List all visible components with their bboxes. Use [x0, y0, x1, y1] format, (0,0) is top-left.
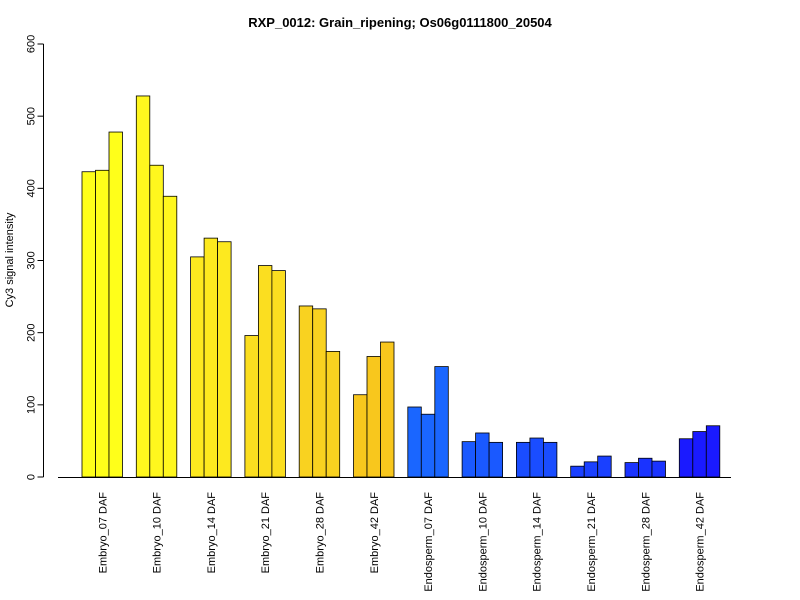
y-axis: 0 100 200 300 400 500 600: [26, 35, 44, 480]
x-tick-label: Embryo_10 DAF: [152, 492, 164, 574]
category-labels: Embryo_07 DAF Embryo_10 DAF Embryo_14 DAF E…: [97, 492, 706, 592]
bar: [108, 131, 123, 478]
bar: [95, 169, 110, 478]
bar: [583, 461, 599, 478]
bar: [271, 270, 286, 478]
bar: [434, 366, 449, 478]
x-tick-label: Endosperm_14 DAF: [532, 492, 544, 592]
bar: [516, 441, 531, 478]
bar: [380, 341, 395, 478]
chart-title: RXP_0012: Grain_ripening; Os06g0111800_2…: [248, 15, 552, 30]
bar: [135, 95, 151, 478]
x-tick-label: Endosperm_42 DAF: [695, 492, 707, 592]
bar: [678, 438, 694, 478]
bar: [162, 195, 178, 478]
bar: [298, 305, 314, 478]
bar: [543, 441, 558, 478]
x-tick-label: Embryo_07 DAF: [97, 492, 109, 574]
x-tick-label: Endosperm_07 DAF: [423, 492, 435, 592]
bar: [217, 241, 232, 478]
bar: [353, 394, 368, 478]
bar: [651, 460, 666, 478]
x-tick-label: Endosperm_21 DAF: [586, 492, 598, 592]
bar: [475, 432, 490, 478]
bar: [312, 308, 327, 478]
y-tick-label: 500: [26, 107, 38, 125]
bar: [81, 171, 96, 478]
bar: [366, 356, 381, 478]
x-tick-label: Embryo_28 DAF: [314, 492, 326, 574]
x-tick-label: Embryo_14 DAF: [206, 492, 218, 574]
bar: [529, 437, 544, 478]
bar: [149, 164, 164, 478]
bar: [420, 413, 436, 478]
bar: [244, 335, 259, 478]
bar: [203, 237, 219, 478]
y-tick-label: 400: [26, 179, 38, 197]
x-tick-label: Embryo_21 DAF: [260, 492, 272, 574]
bars: [81, 95, 721, 478]
bar: [257, 265, 273, 478]
y-tick-label: 200: [26, 323, 38, 341]
bar: [461, 441, 477, 478]
x-tick-label: Endosperm_28 DAF: [640, 492, 652, 592]
y-tick-label: 0: [26, 474, 38, 480]
x-tick-label: Embryo_42 DAF: [369, 492, 381, 574]
bar: [624, 462, 639, 478]
bar: [190, 256, 205, 478]
bar: [705, 425, 721, 478]
bar: [488, 441, 504, 478]
bar: [325, 351, 341, 478]
y-tick-label: 100: [26, 396, 38, 414]
y-tick-label: 300: [26, 251, 38, 269]
bar: [692, 431, 707, 478]
y-tick-label: 600: [26, 35, 38, 53]
x-tick-label: Endosperm_10 DAF: [477, 492, 489, 592]
bar: [570, 465, 585, 478]
bar: [638, 457, 653, 478]
bar: [407, 406, 422, 478]
y-axis-label: Cy3 signal intensity: [4, 212, 16, 307]
bar: [597, 455, 612, 478]
